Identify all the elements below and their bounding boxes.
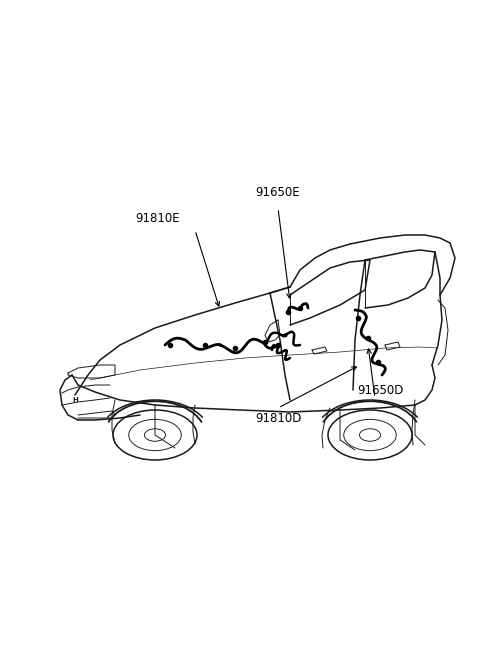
Text: 91810E: 91810E — [136, 212, 180, 225]
Text: H: H — [72, 397, 78, 403]
Text: 91810D: 91810D — [255, 411, 301, 424]
Text: 91650D: 91650D — [357, 383, 403, 396]
Text: 91650E: 91650E — [256, 185, 300, 198]
